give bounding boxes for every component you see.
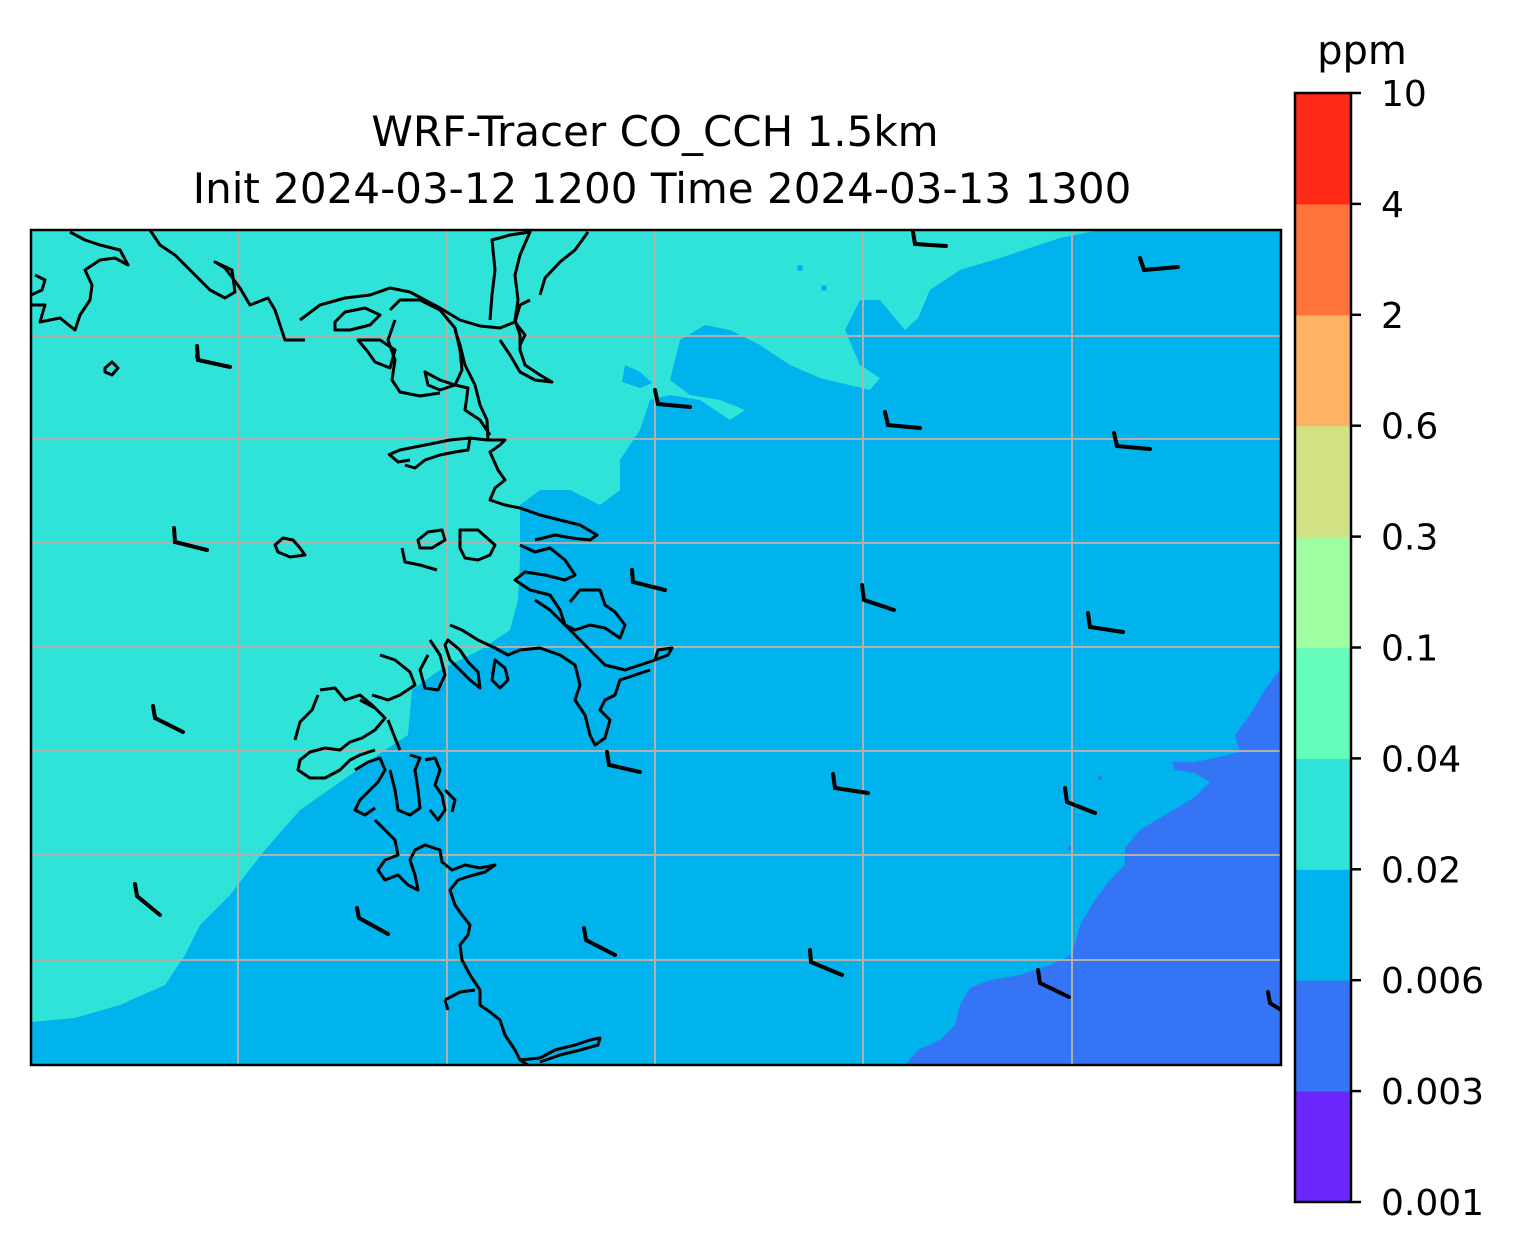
coastline	[148, 230, 305, 342]
coastline	[538, 231, 590, 296]
colorbar: ppm 0.001 0.003 0.006 0.02 0.04 0.1 0.3 0.6 2 4 10	[1293, 28, 1484, 1224]
colorbar-segment	[1295, 425, 1351, 538]
wind-barb	[883, 410, 922, 430]
wind-barb	[133, 882, 162, 917]
colorbar-unit-label: ppm	[1317, 28, 1407, 74]
concentration-field-0.02-0.04	[31, 230, 1100, 1022]
colorbar-segment	[1295, 1091, 1351, 1203]
wind-barbs	[133, 230, 1281, 1012]
coastline	[273, 536, 307, 559]
wind-barb	[1036, 968, 1071, 999]
coastline	[490, 658, 510, 690]
colorbar-tick-label: 4	[1381, 185, 1404, 226]
colorbar-segments	[1295, 93, 1351, 1203]
colorbar-tick-label: 10	[1381, 74, 1427, 115]
wind-barb	[831, 772, 870, 795]
coastline	[386, 319, 441, 398]
map-gridlines	[31, 230, 1281, 1065]
wind-barb	[195, 344, 232, 369]
colorbar-segment	[1295, 203, 1351, 316]
colorbar-segment	[1295, 536, 1351, 648]
coastline	[103, 360, 120, 377]
speckle	[1098, 776, 1102, 780]
coastline	[488, 230, 554, 384]
coastline	[534, 598, 674, 672]
coastline	[387, 436, 488, 464]
colorbar-segment	[1295, 93, 1351, 205]
coastline	[443, 638, 482, 690]
wind-barb	[1086, 611, 1125, 634]
colorbar-tick-label: 0.001	[1381, 1183, 1484, 1224]
colorbar-tick-label: 2	[1381, 296, 1404, 337]
wind-barb	[1063, 786, 1097, 815]
colorbar-tick-label: 0.3	[1381, 518, 1438, 559]
speckle	[622, 365, 652, 388]
colorbar-tick-label: 0.1	[1381, 629, 1438, 670]
wind-barb	[630, 568, 667, 592]
coastline	[453, 329, 599, 542]
coastline	[31, 230, 130, 332]
coastline	[356, 338, 397, 370]
colorbar-segment	[1295, 869, 1351, 981]
colorbar-tick-label: 0.04	[1381, 739, 1461, 780]
coastline	[519, 1036, 602, 1064]
wind-barb	[355, 906, 390, 936]
coastline	[373, 818, 529, 1065]
coastline	[458, 528, 497, 562]
concentration-field-0.003-0.006	[905, 668, 1281, 1065]
wind-barb	[653, 388, 692, 409]
coastline	[333, 306, 382, 332]
colorbar-segment	[1295, 314, 1351, 427]
coastline	[400, 547, 438, 572]
coastline	[449, 623, 651, 747]
colorbar-tick-label: 0.003	[1381, 1072, 1484, 1113]
map-title-line-2: Init 2024-03-12 1200 Time 2024-03-13 130…	[193, 164, 1132, 213]
coastline	[371, 639, 447, 702]
wind-barb	[582, 926, 617, 957]
colorbar-segment	[1295, 980, 1351, 1092]
coastline	[359, 698, 402, 751]
coastline	[513, 543, 627, 640]
map-frame	[29, 228, 1283, 1067]
coastline	[293, 686, 387, 780]
wind-barb	[1138, 256, 1180, 273]
colorbar-tick-label: 0.02	[1381, 850, 1461, 891]
wind-barb	[1266, 990, 1281, 1012]
wind-barb	[808, 948, 844, 977]
wind-barb	[605, 750, 642, 774]
coastline	[443, 988, 476, 1011]
colorbar-segment	[1295, 758, 1351, 870]
map-panel	[31, 230, 1281, 1065]
colorbar-segment	[1295, 647, 1351, 759]
colorbar-tick-label: 0.006	[1381, 961, 1484, 1002]
speckle	[821, 285, 827, 291]
coastlines	[31, 230, 674, 1065]
wind-barb	[911, 230, 948, 248]
wind-barb	[1112, 431, 1152, 451]
coastline	[416, 528, 447, 550]
speckle	[797, 265, 803, 271]
wind-barb	[172, 526, 209, 552]
wind-barb	[151, 704, 185, 734]
coastline	[353, 753, 422, 817]
colorbar-tick-label: 0.6	[1381, 407, 1438, 448]
wind-barb	[860, 583, 896, 612]
coastline	[388, 298, 492, 436]
map-title-line-1: WRF-Tracer CO_CCH 1.5km	[371, 107, 938, 156]
colorbar-ticks: 0.001 0.003 0.006 0.02 0.04 0.1 0.3 0.6 2 4 10	[1351, 74, 1484, 1224]
coastline	[404, 437, 472, 470]
coastline	[424, 756, 457, 822]
